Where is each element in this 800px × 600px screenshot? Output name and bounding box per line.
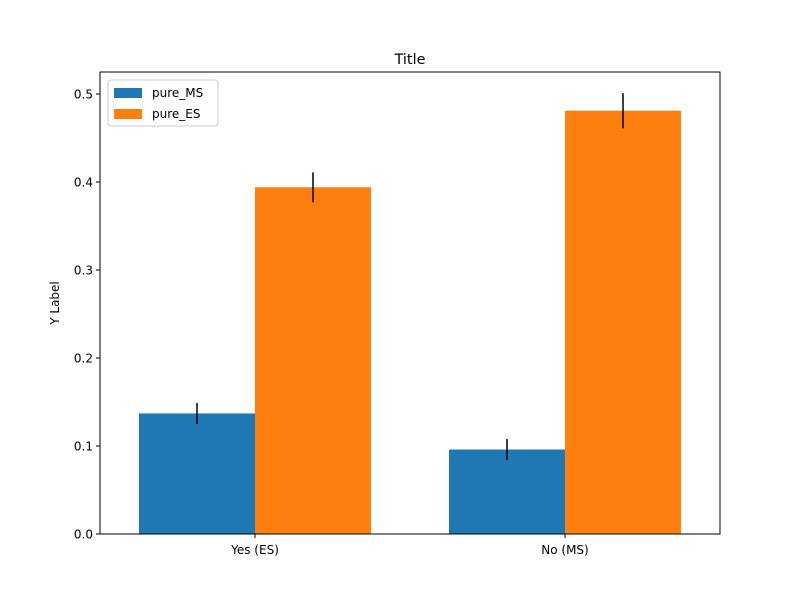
chart-title: Title	[394, 52, 426, 68]
y-tick-label-0: 0.0	[74, 528, 93, 542]
y-axis-label: Y Label	[48, 281, 62, 326]
plot-area: 0.0 0.1 0.2 0.3 0.4 0.5 Yes (ES) No (MS)	[74, 71, 721, 557]
y-tick-label-4: 0.4	[74, 176, 93, 190]
legend-swatch-pure_MS	[114, 88, 142, 98]
y-tick-label-2: 0.2	[74, 352, 93, 366]
bar-pure_ES-1	[565, 110, 681, 534]
bar-pure_ES-0	[255, 187, 371, 534]
legend-swatch-pure_ES	[114, 109, 142, 119]
legend-label-pure_MS: pure_MS	[152, 86, 203, 100]
y-tick-label-5: 0.5	[74, 88, 93, 102]
x-tick-label-0: Yes (ES)	[230, 543, 279, 557]
legend-label-pure_ES: pure_ES	[152, 107, 200, 121]
bar-pure_MS-1	[449, 449, 565, 534]
bar-pure_MS-0	[139, 413, 255, 534]
y-tick-label-1: 0.1	[74, 440, 93, 454]
legend: pure_MS pure_ES	[107, 79, 219, 127]
y-tick-label-3: 0.3	[74, 264, 93, 278]
axes-frame	[99, 71, 721, 535]
x-tick-label-1: No (MS)	[541, 543, 588, 557]
